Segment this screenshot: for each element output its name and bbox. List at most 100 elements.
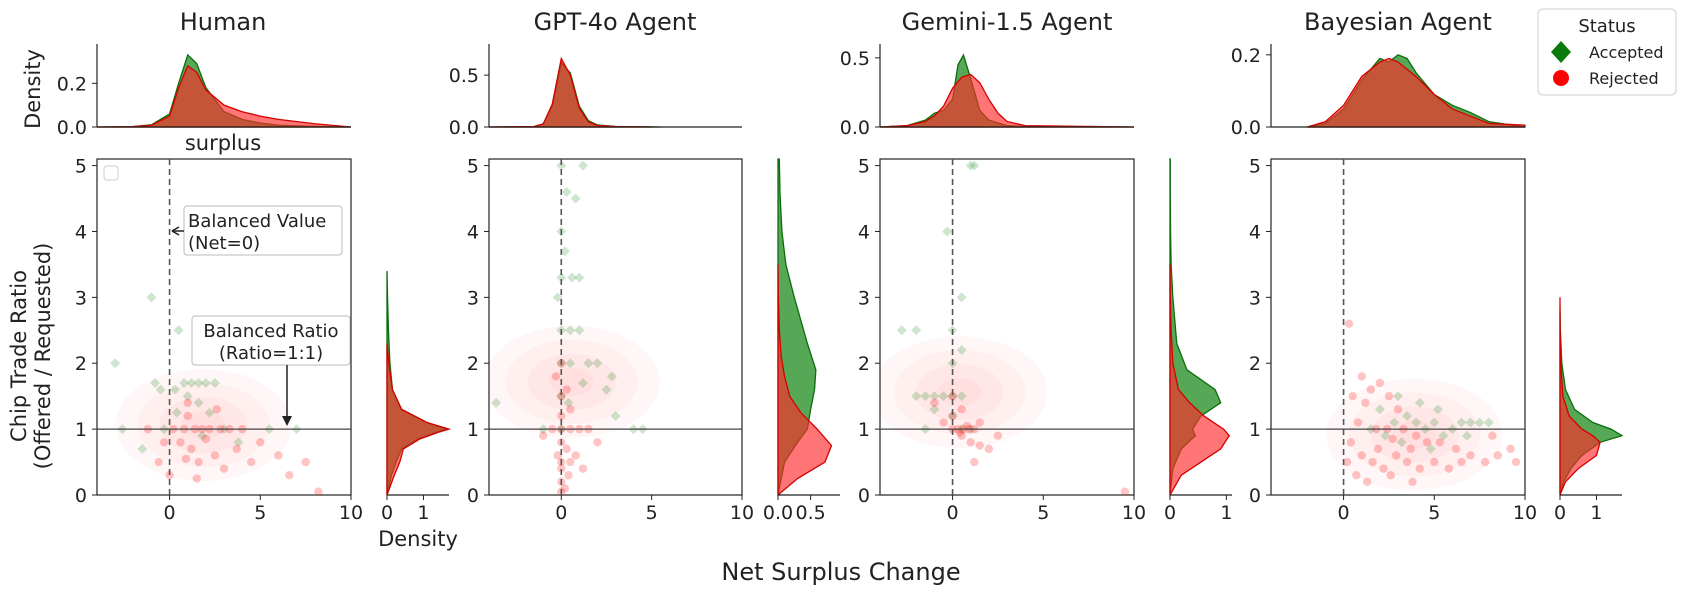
kde-contour — [880, 336, 1048, 449]
accepted-point — [173, 325, 184, 336]
rejected-point — [1488, 431, 1497, 440]
rejected-point — [1386, 471, 1395, 480]
top-density-rejected — [488, 56, 652, 128]
x-tick-label: 0 — [555, 502, 567, 524]
main-axes-frame — [879, 158, 1135, 496]
y-tick-label: 2 — [467, 353, 479, 375]
kde-contour — [1348, 392, 1481, 477]
right-density-tick-label: 0 — [1554, 502, 1566, 524]
panel-3: Bayesian Agent 0 5 10 0 1 2 3 4 5 0.0 0.2 0 1 — [1231, 8, 1624, 524]
accepted-point — [110, 358, 121, 369]
accepted-point — [947, 410, 958, 421]
accepted-point — [233, 437, 244, 448]
accepted-point — [610, 410, 621, 421]
balanced-value-annotation: Balanced Value (Net=0) — [171, 205, 343, 256]
accepted-point — [969, 160, 980, 171]
panel-title: Gemini-1.5 Agent — [902, 8, 1113, 36]
accepted-point — [561, 186, 572, 197]
y-tick-label: 5 — [858, 156, 870, 178]
right-density-tick-label: 0.5 — [796, 502, 826, 524]
accepted-point — [956, 391, 967, 402]
balanced-value-line1: Balanced Value — [188, 211, 326, 232]
y-tick-label: 4 — [75, 221, 87, 243]
rejected-point — [187, 444, 196, 454]
rejected-point — [1511, 457, 1521, 467]
accepted-point — [552, 292, 563, 303]
balanced-value-line2: (Net=0) — [188, 233, 260, 254]
rejected-point — [1353, 418, 1363, 427]
rejected-point — [930, 398, 939, 407]
y-tick-label: 1 — [75, 419, 87, 441]
rejected-point — [553, 451, 562, 460]
x-tick-label: 10 — [1122, 502, 1146, 524]
rejected-point — [1402, 457, 1412, 467]
accepted-point — [1374, 404, 1385, 415]
panel-2: Gemini-1.5 Agent 0 5 10 0 1 2 3 4 5 0.0 0.5 0 1 — [840, 8, 1233, 524]
rejected-point — [1451, 444, 1461, 454]
accepted-point — [150, 378, 161, 388]
rejected-point — [1411, 431, 1421, 440]
kde-contour — [527, 353, 616, 410]
rejected-point — [212, 405, 221, 414]
kde-contour — [1370, 406, 1459, 463]
rejected-point — [1368, 457, 1377, 467]
accepted-point — [146, 292, 157, 303]
x-tick-label: 10 — [1513, 502, 1537, 524]
x-tick-label: 0 — [1338, 502, 1350, 524]
points-layer — [489, 160, 660, 495]
rejected-point — [1343, 457, 1352, 467]
accepted-point — [938, 391, 949, 402]
accepted-point — [1396, 437, 1407, 448]
y-tick-label: 1 — [467, 419, 479, 441]
kde-contour — [893, 350, 1026, 435]
top-density-rejected — [879, 73, 1135, 128]
rejected-point — [939, 418, 948, 427]
accepted-point — [491, 397, 502, 408]
rejected-point — [1375, 378, 1385, 388]
rejected-point — [1444, 464, 1454, 473]
accepted-point — [606, 371, 617, 382]
x-tick-label: 5 — [646, 502, 658, 524]
top-density-tick-label: 0.0 — [840, 117, 870, 139]
accepted-point — [567, 272, 578, 283]
rejected-point — [183, 398, 192, 407]
accepted-point — [1393, 391, 1403, 402]
balanced-value-arrowhead — [171, 226, 180, 236]
rejected-point — [232, 444, 241, 454]
top-density-label: Density — [21, 49, 45, 129]
kde-contour — [915, 364, 1004, 421]
y-tick-label: 5 — [1249, 156, 1261, 178]
panel-0: Human 0 5 10 0 1 2 3 4 5 0.0 0.2 0 1 — [57, 8, 452, 524]
right-density-tick-label: 1 — [417, 502, 429, 524]
rejected-point — [578, 464, 588, 473]
rejected-point — [1388, 434, 1397, 444]
surplus-subtitle: surplus — [185, 131, 261, 155]
accepted-point — [911, 391, 922, 402]
legend-title: Status — [1578, 16, 1635, 37]
main-axes-frame — [488, 158, 743, 496]
y-tick-label: 0 — [467, 485, 479, 507]
top-density-tick-label: 0.2 — [57, 73, 87, 95]
kde-contour — [181, 411, 226, 440]
accepted-point — [1432, 404, 1443, 415]
main-axes-frame — [96, 158, 352, 496]
accepted-point — [920, 391, 931, 402]
rejected-point — [1406, 444, 1415, 454]
rejected-point — [1415, 464, 1424, 473]
rejected-point — [181, 454, 191, 463]
rejected-point — [247, 457, 256, 467]
y-tick-label: 1 — [858, 419, 870, 441]
accepted-point — [565, 325, 576, 336]
rejected-point — [1393, 405, 1403, 414]
accepted-point — [965, 160, 976, 171]
accepted-point — [956, 345, 967, 356]
accepted-point — [563, 397, 574, 408]
top-density-tick-label: 0.0 — [1231, 117, 1261, 139]
rejected-point — [1480, 457, 1490, 467]
accepted-point — [592, 358, 603, 369]
rejected-circle-icon — [1553, 70, 1569, 86]
rejected-point — [194, 457, 203, 467]
accepted-point — [556, 160, 567, 171]
accepted-diamond-icon — [1551, 41, 1571, 63]
